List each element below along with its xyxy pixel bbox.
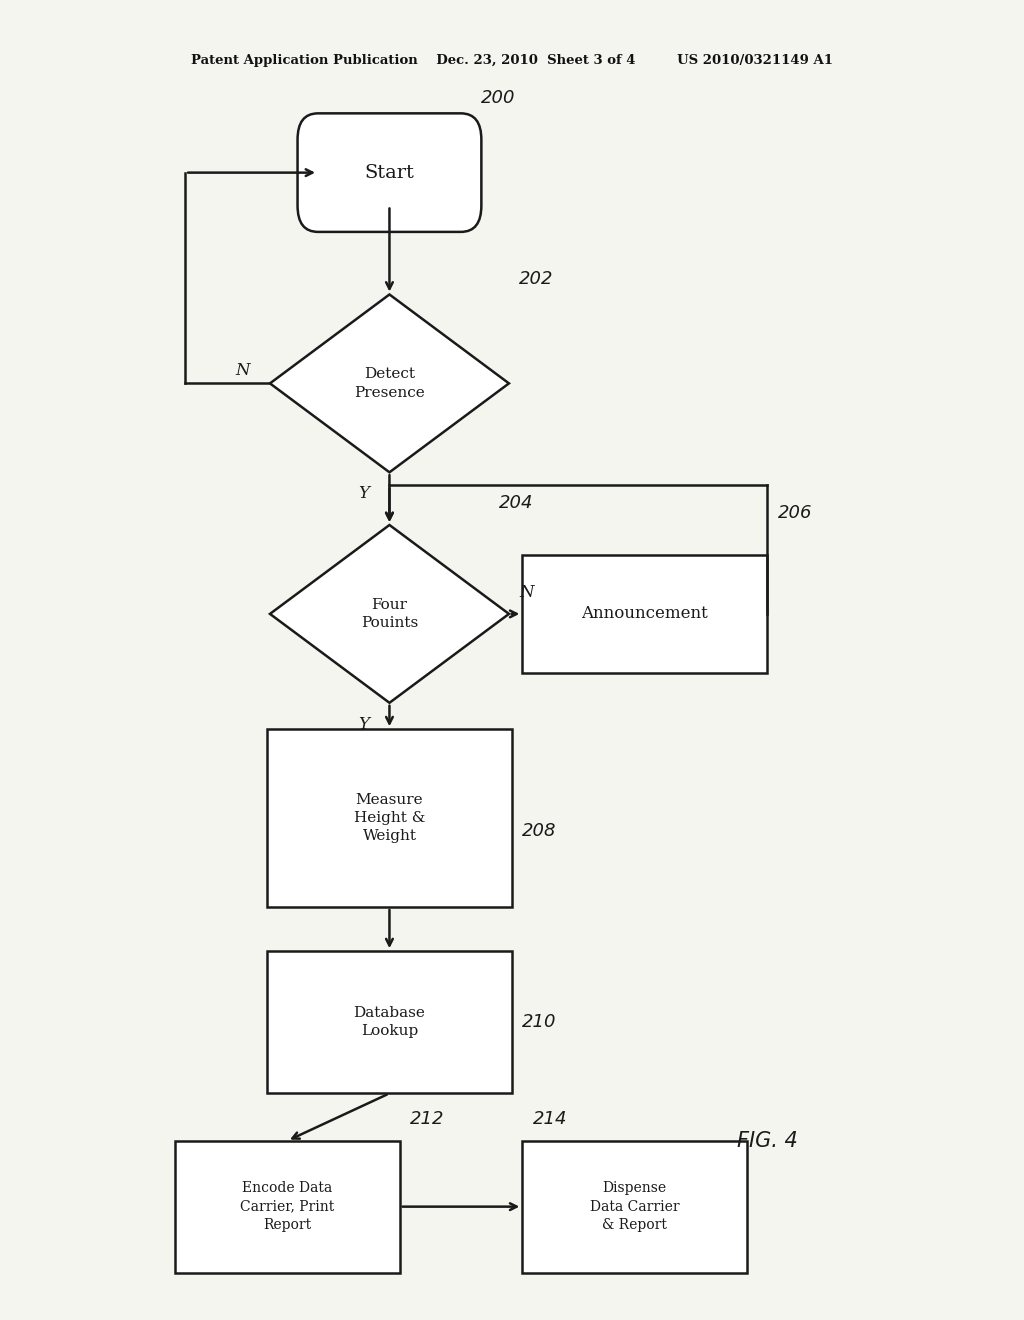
Text: 212: 212 [410, 1110, 444, 1127]
Text: Detect
Presence: Detect Presence [354, 367, 425, 400]
Polygon shape [270, 525, 509, 702]
Polygon shape [270, 294, 509, 473]
Text: N: N [236, 362, 250, 379]
Text: 202: 202 [519, 269, 554, 288]
Text: N: N [519, 583, 534, 601]
Bar [522, 1140, 746, 1272]
Text: Four
Pouints: Four Pouints [360, 598, 418, 630]
Text: 204: 204 [499, 494, 534, 512]
Text: FIG. 4: FIG. 4 [736, 1131, 798, 1151]
Bar [522, 554, 767, 673]
Bar [267, 952, 512, 1093]
Text: Start: Start [365, 164, 415, 182]
Text: Encode Data
Carrier, Print
Report: Encode Data Carrier, Print Report [241, 1181, 335, 1232]
Text: Dispense
Data Carrier
& Report: Dispense Data Carrier & Report [590, 1181, 679, 1232]
Bar [175, 1140, 399, 1272]
Text: Announcement: Announcement [582, 606, 709, 623]
Text: Database
Lookup: Database Lookup [353, 1006, 425, 1039]
Text: 210: 210 [522, 1014, 557, 1031]
Text: 206: 206 [777, 504, 812, 521]
FancyBboxPatch shape [298, 114, 481, 232]
Text: 208: 208 [522, 822, 557, 841]
Text: Measure
Height &
Weight: Measure Height & Weight [353, 793, 425, 843]
Text: Y: Y [358, 486, 370, 503]
Bar [267, 729, 512, 907]
Text: 214: 214 [532, 1110, 567, 1127]
Text: 200: 200 [481, 88, 516, 107]
Text: Patent Application Publication    Dec. 23, 2010  Sheet 3 of 4         US 2010/03: Patent Application Publication Dec. 23, … [191, 54, 833, 67]
Text: Y: Y [358, 715, 370, 733]
